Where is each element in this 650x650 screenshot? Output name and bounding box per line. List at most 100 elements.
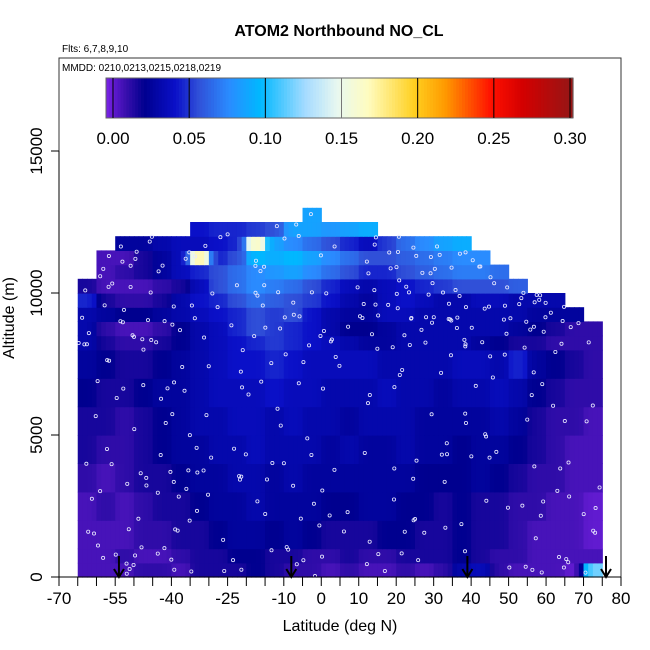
heatmap-cell: [180, 278, 187, 294]
heatmap-cell: [517, 278, 524, 294]
heatmap-cell: [335, 406, 341, 436]
heatmap-cell: [194, 250, 201, 266]
heatmap-cell: [236, 264, 243, 280]
sample-point: [400, 367, 405, 372]
heatmap-cell: [222, 264, 229, 280]
heatmap-cell: [279, 278, 285, 294]
heatmap-cell: [147, 435, 154, 464]
heatmap-cell: [241, 491, 247, 521]
heatmap-cell: [129, 378, 135, 408]
heatmap-cell: [517, 307, 524, 322]
heatmap-cell: [325, 222, 332, 237]
heatmap-cell: [443, 463, 449, 493]
heatmap-cell: [391, 335, 397, 351]
colorbar-swatch: [409, 78, 414, 118]
sample-point: [440, 290, 445, 295]
heatmap-cell: [133, 236, 140, 251]
heatmap-cell: [480, 335, 486, 351]
colorbar-swatch: [216, 78, 221, 118]
heatmap-cell: [293, 293, 299, 308]
heatmap-cell: [555, 349, 561, 379]
sample-point: [80, 315, 85, 320]
heatmap-cell: [246, 293, 252, 308]
heatmap-cell: [452, 307, 458, 322]
sample-point: [133, 553, 138, 558]
heatmap-cell: [105, 463, 112, 493]
heatmap-cell: [157, 435, 163, 464]
heatmap-cell: [461, 491, 468, 521]
heatmap-cell: [428, 520, 435, 550]
heatmap-cell: [438, 406, 444, 436]
sample-point: [586, 340, 591, 345]
heatmap-cell: [222, 406, 229, 436]
colorbar-swatch: [418, 78, 422, 118]
heatmap-cell: [325, 264, 332, 280]
heatmap-cell: [288, 491, 294, 521]
heatmap-cell: [162, 236, 168, 251]
sample-point: [275, 406, 280, 411]
sample-point: [437, 252, 442, 257]
heatmap-cell: [241, 321, 247, 337]
heatmap-cell: [77, 307, 84, 322]
heatmap-cell: [344, 491, 350, 521]
heatmap-cell: [358, 250, 365, 266]
x-tick-label: 70: [574, 589, 593, 608]
heatmap-cell: [269, 520, 276, 550]
sample-point: [327, 513, 332, 518]
colorbar-swatch: [190, 78, 195, 118]
heatmap-cell: [522, 435, 528, 464]
colorbar-swatch: [412, 78, 416, 118]
heatmap-cell: [124, 293, 130, 308]
heatmap-cell: [396, 250, 402, 266]
heatmap-cell: [550, 520, 557, 550]
heatmap-cell: [232, 222, 238, 237]
heatmap-cell: [330, 562, 336, 578]
heatmap-cell: [316, 236, 322, 251]
heatmap-cell: [447, 435, 453, 464]
sample-point: [203, 243, 208, 248]
sample-point: [148, 290, 153, 295]
heatmap-cell: [480, 548, 486, 564]
heatmap-cell: [213, 307, 219, 322]
heatmap-cell: [508, 321, 514, 337]
heatmap-cell: [433, 378, 439, 408]
heatmap-cell: [513, 491, 519, 521]
heatmap-cell: [503, 378, 510, 408]
heatmap-cell: [443, 307, 449, 322]
sample-point: [478, 264, 483, 269]
heatmap-cell: [77, 562, 84, 578]
heatmap-cell: [499, 406, 505, 436]
heatmap-cell: [564, 463, 571, 493]
sample-point: [145, 318, 150, 323]
sample-point: [92, 531, 97, 536]
heatmap-cell: [428, 349, 435, 379]
heatmap-cell: [96, 349, 102, 379]
heatmap-cell: [410, 435, 416, 464]
heatmap-cell: [274, 548, 280, 564]
heatmap-cell: [236, 335, 243, 351]
heatmap-cell: [564, 562, 571, 578]
heatmap-cell: [447, 406, 453, 436]
colorbar-swatch: [453, 78, 457, 118]
heatmap-cell: [508, 278, 514, 294]
heatmap-cell: [382, 335, 388, 351]
heatmap-cell: [578, 349, 585, 379]
heatmap-cell: [82, 307, 88, 322]
heatmap-cell: [480, 520, 486, 550]
sample-point: [420, 270, 425, 275]
heatmap-cell: [166, 250, 172, 266]
heatmap-cell: [124, 491, 130, 521]
heatmap-cell: [452, 321, 458, 337]
heatmap-cell: [157, 335, 163, 351]
heatmap-cell: [325, 321, 332, 337]
heatmap-cell: [265, 293, 271, 308]
sample-point: [240, 385, 245, 390]
heatmap-cell: [447, 378, 453, 408]
heatmap-cell: [251, 264, 257, 280]
heatmap-cell: [274, 236, 280, 251]
heatmap-cell: [166, 562, 172, 578]
sample-point: [192, 316, 197, 321]
heatmap-cell: [255, 406, 261, 436]
heatmap-cell: [536, 548, 542, 564]
sample-point: [463, 250, 468, 255]
